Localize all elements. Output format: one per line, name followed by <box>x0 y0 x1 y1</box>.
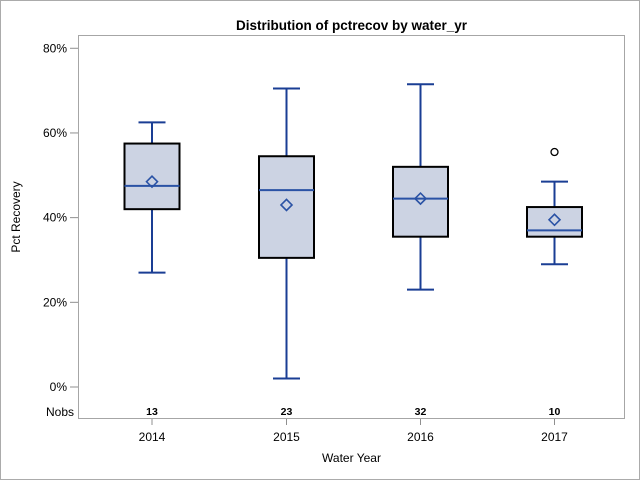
y-tick-label: 60% <box>43 126 67 140</box>
plot-border <box>78 35 625 419</box>
x-tick-label: 2014 <box>139 430 166 444</box>
x-tick-label: 2015 <box>273 430 300 444</box>
y-tick-label: 40% <box>43 211 67 225</box>
x-tick-label: 2016 <box>407 430 434 444</box>
mean-diamond-marker <box>413 191 428 206</box>
nobs-value: 32 <box>415 406 427 418</box>
mean-diamond-marker <box>547 213 562 227</box>
iqr-box <box>392 165 449 238</box>
mean-diamond-marker <box>279 198 294 212</box>
nobs-value: 13 <box>146 406 158 418</box>
x-axis-title: Water Year <box>322 451 381 465</box>
y-tick-label: 0% <box>50 380 68 394</box>
chart-title: Distribution of pctrecov by water_yr <box>235 18 468 33</box>
mean-diamond-marker <box>145 175 159 189</box>
y-tick-label: 20% <box>43 295 67 309</box>
y-tick-label: 80% <box>43 41 67 55</box>
nobs-value: 10 <box>549 406 561 418</box>
x-tick-label: 2017 <box>541 430 568 444</box>
nobs-row-label: Nobs <box>45 405 74 419</box>
iqr-box <box>258 155 315 259</box>
iqr-box <box>526 206 583 238</box>
outlier-point <box>550 147 559 157</box>
nobs-value: 23 <box>281 406 293 418</box>
